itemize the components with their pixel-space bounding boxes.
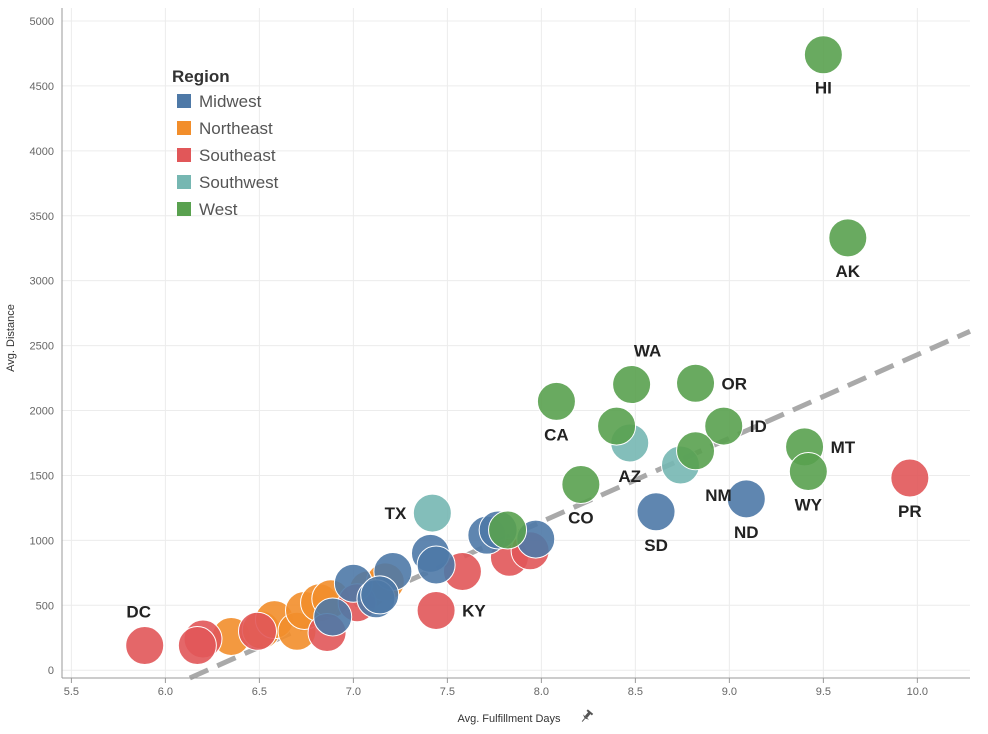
legend-title: Region xyxy=(172,67,230,86)
data-point[interactable] xyxy=(412,493,452,533)
data-point[interactable] xyxy=(488,510,528,550)
data-point[interactable] xyxy=(177,626,217,666)
x-axis-title: Avg. Fulfillment Days xyxy=(457,713,561,725)
legend-swatch xyxy=(177,202,191,216)
point-label: AK xyxy=(836,262,861,281)
legend-swatch xyxy=(177,175,191,189)
y-tick-label: 3000 xyxy=(30,276,54,288)
point-label: TX xyxy=(385,504,407,523)
x-tick-label: 6.5 xyxy=(252,686,267,698)
x-tick-label: 10.0 xyxy=(907,686,928,698)
legend: Region Midwest Northeast Southeast Southwes… xyxy=(172,67,279,219)
point-label: ID xyxy=(750,417,767,436)
data-point[interactable] xyxy=(704,406,744,446)
y-tick-label: 2500 xyxy=(30,341,54,353)
point-label: SD xyxy=(644,536,668,555)
data-points xyxy=(125,35,930,666)
x-tick-label: 7.0 xyxy=(346,686,361,698)
data-point[interactable] xyxy=(726,479,766,519)
data-point[interactable] xyxy=(828,218,868,258)
point-label: CA xyxy=(544,425,569,444)
data-point[interactable] xyxy=(636,492,676,532)
legend-swatch xyxy=(177,148,191,162)
point-label: AZ xyxy=(618,467,641,486)
x-tick-label: 5.5 xyxy=(64,686,79,698)
point-label: ND xyxy=(734,523,759,542)
x-tick-label: 8.0 xyxy=(534,686,549,698)
data-point[interactable] xyxy=(597,406,637,446)
y-tick-label: 5000 xyxy=(30,16,54,28)
x-tick-label: 6.0 xyxy=(158,686,173,698)
y-tick-label: 3500 xyxy=(30,211,54,223)
x-tick-label: 9.0 xyxy=(722,686,737,698)
y-tick-label: 1500 xyxy=(30,470,54,482)
data-point[interactable] xyxy=(536,381,576,421)
legend-label: Midwest xyxy=(199,92,262,111)
data-point[interactable] xyxy=(612,365,652,405)
trend-line xyxy=(188,329,972,681)
data-point[interactable] xyxy=(676,431,716,471)
point-label: CO xyxy=(568,509,594,528)
point-label: PR xyxy=(898,502,922,521)
data-point[interactable] xyxy=(416,590,456,630)
point-labels: HI AK WA OR CA ID MT WY CO AZ NM TX PR KY DC SD ND xyxy=(126,79,921,622)
point-label: HI xyxy=(815,79,832,98)
point-label: NM xyxy=(705,486,731,505)
data-point[interactable] xyxy=(360,575,400,615)
data-point[interactable] xyxy=(125,626,165,666)
axes: 5.5 6.0 6.5 7.0 7.5 8.0 8.5 9.0 9.5 10.0 0 500 1000 1… xyxy=(30,8,970,698)
data-point[interactable] xyxy=(788,452,828,492)
data-point[interactable] xyxy=(238,611,278,651)
y-tick-label: 4000 xyxy=(30,146,54,158)
data-point[interactable] xyxy=(676,363,716,403)
point-label: OR xyxy=(722,374,748,393)
y-tick-label: 1000 xyxy=(30,535,54,547)
y-axis-title: Avg. Distance xyxy=(5,304,17,372)
data-point[interactable] xyxy=(890,458,930,498)
data-point[interactable] xyxy=(803,35,843,75)
y-tick-label: 4500 xyxy=(30,81,54,93)
point-label: WA xyxy=(634,342,661,361)
point-label: DC xyxy=(126,603,151,622)
x-tick-label: 8.5 xyxy=(628,686,643,698)
x-tick-label: 7.5 xyxy=(440,686,455,698)
point-label: MT xyxy=(831,438,856,457)
data-point[interactable] xyxy=(561,465,601,505)
point-label: KY xyxy=(462,601,486,620)
data-point[interactable] xyxy=(416,545,456,585)
legend-label: Southwest xyxy=(199,173,279,192)
y-tick-label: 500 xyxy=(36,600,54,612)
trend-line-group xyxy=(188,329,972,681)
legend-label: West xyxy=(199,200,238,219)
legend-swatch xyxy=(177,121,191,135)
y-tick-label: 2000 xyxy=(30,406,54,418)
data-point[interactable] xyxy=(313,597,353,637)
y-tick-label: 0 xyxy=(48,665,54,677)
pin-icon[interactable] xyxy=(579,709,594,724)
point-label: WY xyxy=(795,496,823,515)
legend-label: Southeast xyxy=(199,146,276,165)
x-tick-label: 9.5 xyxy=(816,686,831,698)
legend-label: Northeast xyxy=(199,119,273,138)
legend-swatch xyxy=(177,94,191,108)
